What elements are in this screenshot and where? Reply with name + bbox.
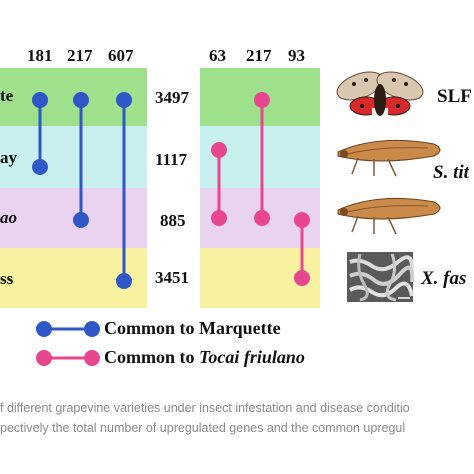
row-label-4: ss (0, 269, 14, 288)
left-connectors (32, 92, 132, 289)
leafhopper-image-2 (337, 197, 441, 235)
row-label-1: te (0, 86, 14, 105)
right-col-total-1: 63 (209, 46, 226, 65)
row-total-1: 3497 (155, 88, 189, 107)
dot-left-col2-row3 (73, 212, 89, 228)
dot-left-col3-row1 (116, 92, 132, 108)
bacteria-micrograph-image (347, 252, 415, 302)
left-col-total-2: 217 (67, 46, 93, 65)
dot-right-col2-row1 (254, 92, 270, 108)
legend-marker-marquette (36, 321, 100, 337)
dot-right-col2-row3 (254, 210, 270, 226)
dot-right-col1-row2 (211, 142, 227, 158)
dot-right-col3-row3 (294, 212, 310, 228)
row-total-4: 3451 (155, 268, 189, 287)
caption-line-1: f different grapevine varieties under in… (0, 401, 410, 415)
left-col-total-1: 181 (27, 46, 53, 65)
legend-label-tocai: Common to Tocai friulano (104, 347, 305, 368)
right-connectors (211, 92, 310, 286)
legend-label-marquette: Common to Marquette (104, 318, 281, 338)
dot-right-col3-row4 (294, 270, 310, 286)
row-label-2: ay (0, 148, 17, 167)
row-total-3: 885 (160, 211, 186, 230)
legend-marker-tocai (36, 350, 100, 366)
left-col-total-3: 607 (108, 46, 134, 65)
species-label-2: S. tit (433, 162, 469, 183)
leafhopper-image-1 (337, 139, 441, 177)
row-label-3: ao (0, 208, 17, 227)
dot-left-col3-row4 (116, 273, 132, 289)
species-label-1: SLF (437, 86, 472, 107)
right-col-total-3: 93 (288, 46, 305, 65)
lanternfly-image (336, 71, 424, 116)
legend-label-tocai-prefix: Common to (104, 347, 199, 367)
species-label-4: X. fas (421, 268, 467, 289)
dot-left-col1-row2 (32, 159, 48, 175)
dot-left-col1-row1 (32, 92, 48, 108)
legend-label-tocai-italic: Tocai friulano (199, 347, 305, 367)
dot-right-col1-row3 (211, 210, 227, 226)
right-col-total-2: 217 (246, 46, 272, 65)
row-total-2: 1117 (155, 150, 188, 169)
caption-line-2: pectively the total number of upregulate… (0, 421, 406, 435)
dot-left-col2-row1 (73, 92, 89, 108)
